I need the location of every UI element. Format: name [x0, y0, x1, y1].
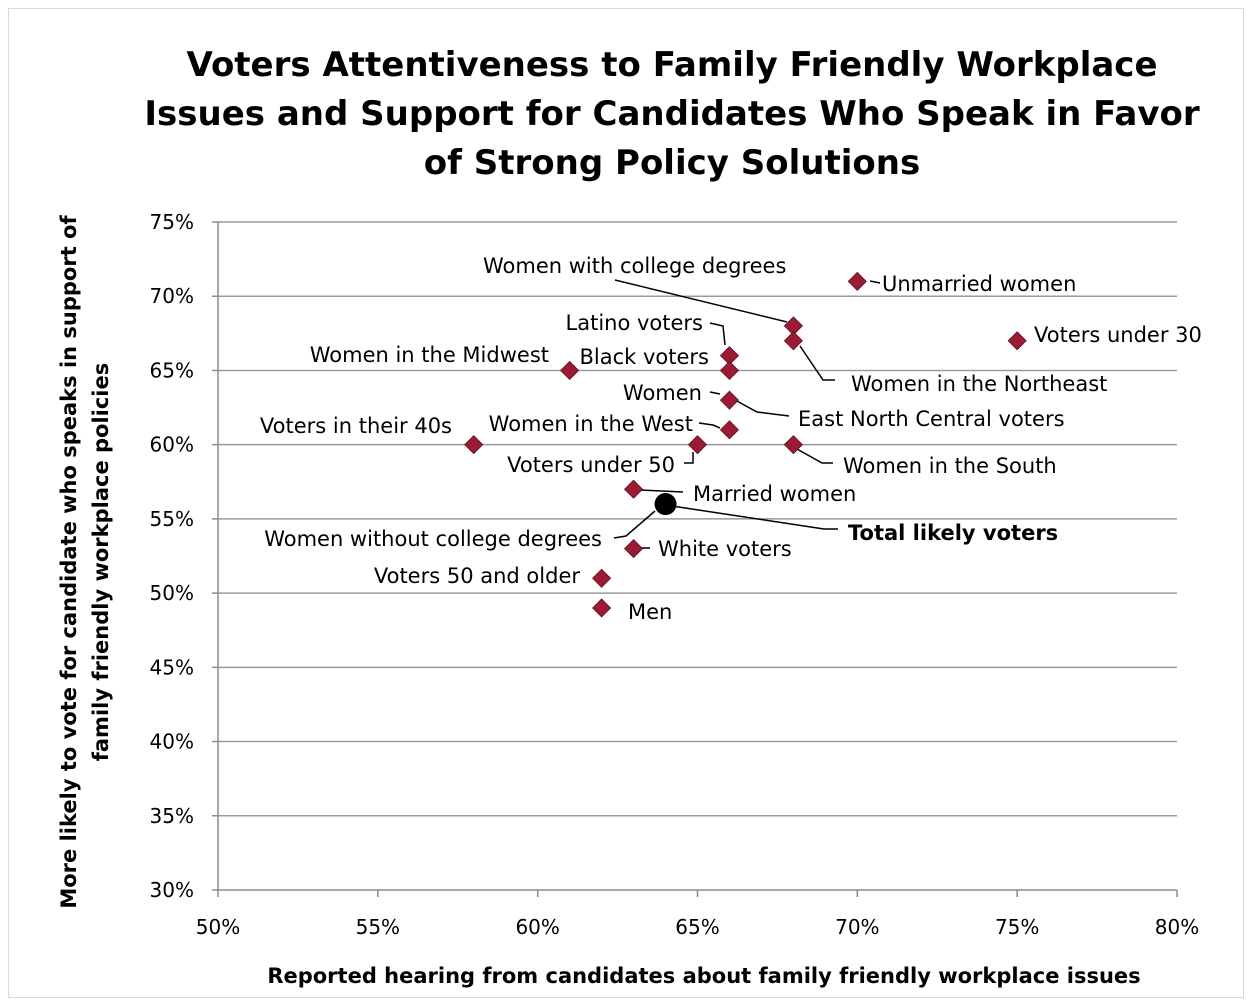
data-point	[847, 271, 867, 291]
chart-title-line: Issues and Support for Candidates Who Sp…	[144, 94, 1199, 134]
data-label: Women in the South	[843, 454, 1057, 478]
leader-line	[799, 345, 835, 381]
x-tick-label: 65%	[675, 915, 719, 939]
data-point	[464, 435, 484, 455]
y-axis-title: More likely to vote for candidate who sp…	[57, 215, 113, 909]
y-tick-label: 40%	[150, 730, 194, 754]
data-point	[687, 435, 708, 455]
y-axis-title-line: family friendly workplace policies	[89, 363, 113, 762]
data-point	[592, 568, 612, 588]
y-tick-label: 50%	[150, 581, 194, 605]
chart-title-line: of Strong Policy Solutions	[424, 143, 920, 183]
data-point-highlight	[654, 493, 677, 516]
chart-frame	[8, 8, 1244, 998]
leader-line	[614, 279, 788, 323]
y-tick-label: 65%	[150, 358, 194, 382]
y-tick-label: 70%	[150, 284, 194, 308]
data-point	[719, 420, 740, 440]
leader-line	[671, 505, 838, 530]
leader-line	[796, 448, 833, 464]
x-tick-label: 55%	[356, 915, 400, 939]
data-label: East North Central voters	[798, 407, 1065, 431]
x-tick-label: 70%	[835, 915, 879, 939]
leader-line	[684, 452, 694, 464]
data-label: Voters in their 40s	[260, 414, 452, 438]
data-point	[624, 479, 644, 499]
leader-line	[709, 391, 721, 395]
y-tick-label: 75%	[150, 210, 194, 234]
data-label: Women in the Northeast	[851, 372, 1107, 396]
y-tick-label: 35%	[150, 804, 194, 828]
leader-line	[613, 510, 656, 539]
y-tick-label: 60%	[150, 433, 194, 457]
x-tick-label: 60%	[515, 915, 559, 939]
x-tick-label: 80%	[1155, 915, 1199, 939]
y-axis-title-line: More likely to vote for candidate who sp…	[57, 215, 81, 909]
data-point	[719, 390, 740, 410]
data-label: Black voters	[580, 345, 710, 369]
data-label: Latino voters	[566, 311, 703, 335]
data-point	[719, 360, 740, 381]
y-tick-label: 55%	[150, 507, 194, 531]
data-label: Voters under 50	[507, 453, 675, 477]
data-label: Women with college degrees	[483, 254, 786, 278]
x-tick-label: 50%	[196, 915, 240, 939]
data-label: Unmarried women	[882, 272, 1076, 296]
data-point	[1007, 331, 1027, 351]
data-label: Voters under 30	[1034, 323, 1202, 347]
data-label: Women without college degrees	[264, 527, 602, 551]
y-tick-label: 45%	[150, 655, 194, 679]
x-axis-title: Reported hearing from candidates about f…	[267, 964, 1140, 988]
data-label: White voters	[658, 537, 792, 561]
chart-title-line: Voters Attentiveness to Family Friendly …	[186, 45, 1157, 85]
leader-line	[734, 399, 790, 417]
data-label: Total likely voters	[848, 521, 1058, 545]
data-label: Women in the West	[489, 412, 693, 436]
leader-line	[869, 280, 881, 284]
leader-line	[698, 422, 721, 429]
data-point	[560, 360, 580, 381]
data-label: Men	[628, 600, 672, 624]
leader-line	[639, 489, 684, 493]
data-point	[783, 435, 803, 455]
data-label: Women in the Midwest	[310, 343, 549, 367]
x-tick-label: 75%	[995, 915, 1039, 939]
data-label: Married women	[693, 482, 856, 506]
data-point	[624, 539, 644, 559]
data-label: Voters 50 and older	[374, 564, 581, 588]
data-point	[592, 598, 612, 618]
leader-line	[709, 322, 726, 346]
y-tick-label: 30%	[150, 878, 194, 902]
data-label: Women	[623, 381, 702, 405]
data-point	[783, 331, 803, 351]
